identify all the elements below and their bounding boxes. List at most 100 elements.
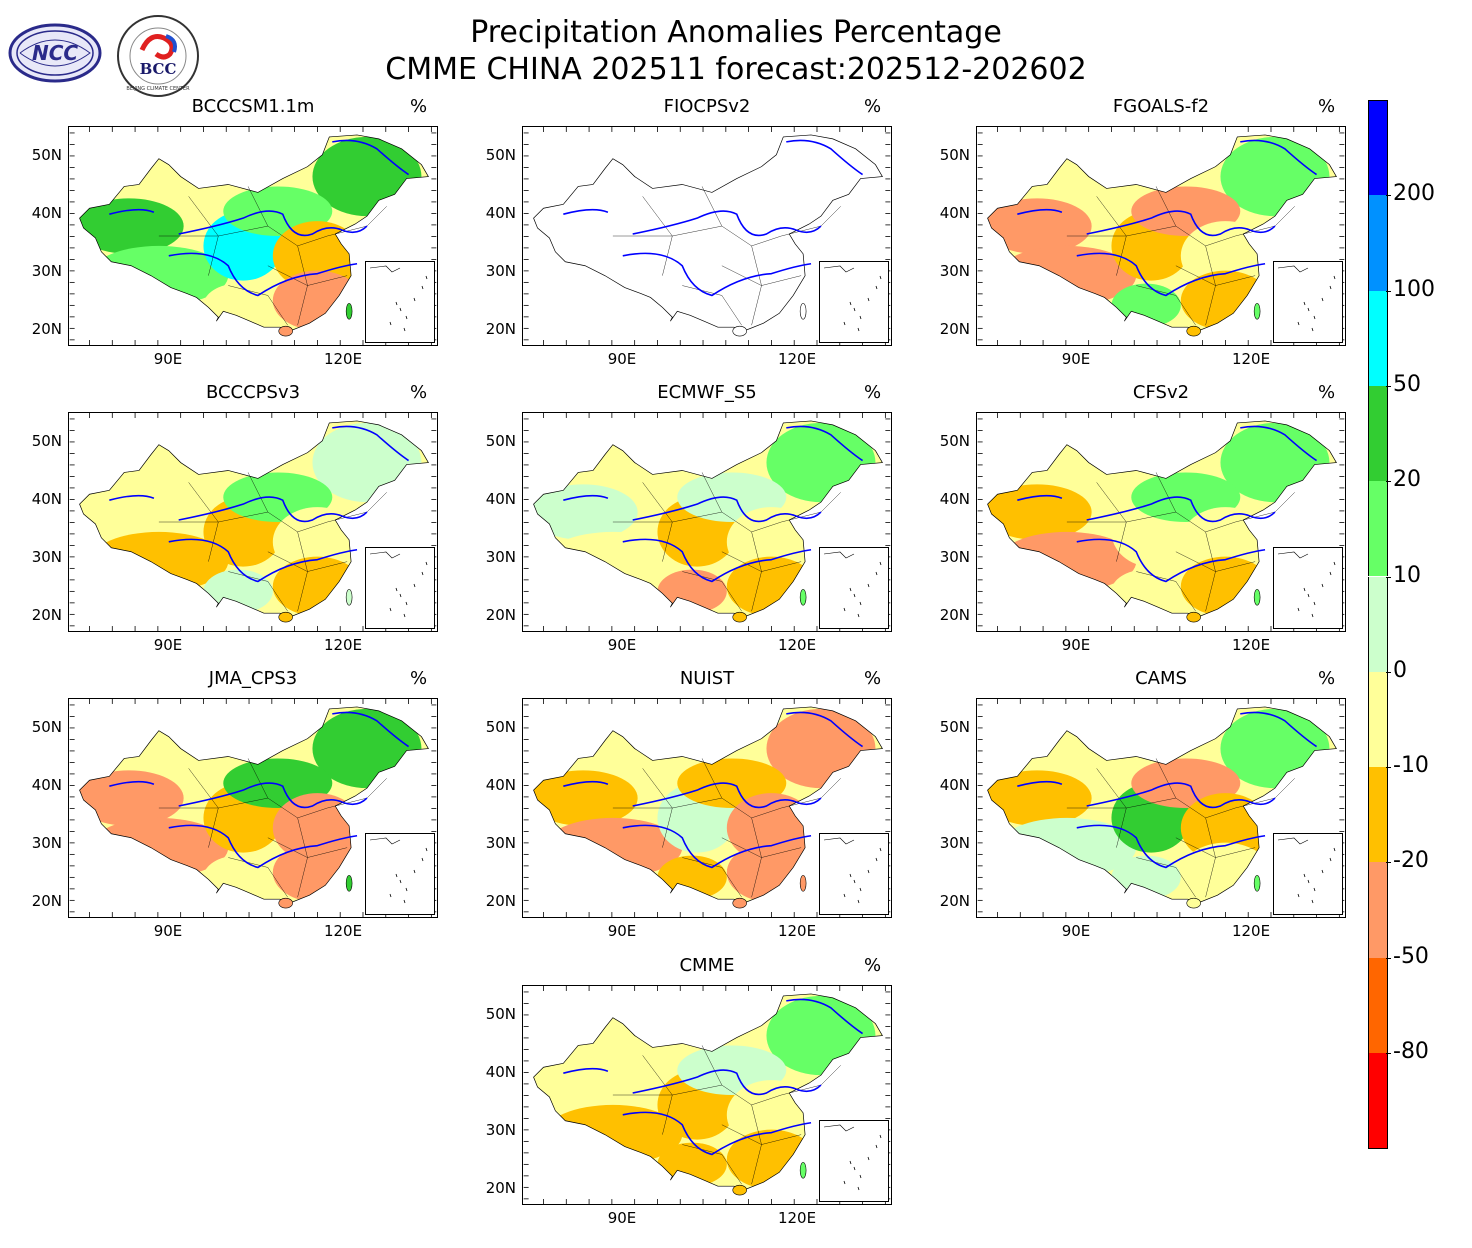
south-china-sea-inset <box>1273 547 1343 629</box>
river-line <box>632 782 822 809</box>
lat-tick-label: 50N <box>485 1005 516 1023</box>
taiwan-island <box>1253 589 1261 606</box>
bcc-logo: BCC BEIJING CLIMATE CENTER <box>116 14 200 98</box>
river-line <box>1240 139 1318 176</box>
river-line <box>622 1111 812 1156</box>
china-map <box>977 699 1345 924</box>
inset-dash <box>421 857 424 862</box>
anomaly-patch <box>1111 855 1181 900</box>
inset-dash <box>421 285 424 290</box>
panel-unit: % <box>410 382 428 403</box>
bcc-logo-ring-text: BEIJING CLIMATE CENTER <box>126 86 190 92</box>
river-line <box>1017 208 1063 215</box>
province-boundary <box>761 275 802 286</box>
inset-dash <box>1321 583 1324 588</box>
inset-coast <box>1277 265 1309 273</box>
province-boundary <box>672 225 722 237</box>
colorbar-segment <box>1368 957 1388 1053</box>
lat-tick-label: 40N <box>31 204 62 222</box>
inset-dash <box>403 327 406 332</box>
china-map <box>523 127 891 352</box>
inset-dash <box>879 847 882 852</box>
inset-dash <box>853 1166 856 1171</box>
province-boundary <box>297 817 308 898</box>
inset-map <box>369 551 428 618</box>
lon-tick-label: 120E <box>323 350 363 368</box>
hainan-island <box>278 325 293 337</box>
province-boundary <box>721 265 762 286</box>
province-boundary <box>1235 492 1295 523</box>
lon-tick-label: 120E <box>1231 350 1271 368</box>
panel-title: CAMS <box>1135 668 1187 689</box>
river-line <box>1017 494 1063 501</box>
lat-tick-label: 30N <box>485 548 516 566</box>
inset-dash <box>1329 571 1332 576</box>
colorbar-tick <box>1386 290 1391 292</box>
anomaly-patches <box>79 708 422 903</box>
colorbar-segment <box>1368 290 1388 386</box>
inset-dash <box>425 561 428 566</box>
river-line <box>1017 780 1063 787</box>
inset-dash <box>843 1180 846 1185</box>
inset-dash <box>867 583 870 588</box>
inset-dash <box>413 583 416 588</box>
inset-dash <box>413 869 416 874</box>
colorbar-label: -50 <box>1393 943 1429 969</box>
inset-dash <box>853 593 856 598</box>
inset-dash <box>389 321 392 326</box>
anomaly-patch <box>987 484 1092 540</box>
colorbar-label: -80 <box>1393 1039 1429 1064</box>
taiwan-island <box>799 875 807 892</box>
colorbar-tick <box>1386 671 1391 673</box>
panel-title: JMA_CPS3 <box>208 668 298 689</box>
inset-dash <box>1313 315 1316 320</box>
colorbar-label: -10 <box>1393 753 1429 779</box>
south-china-sea-inset <box>1273 833 1343 915</box>
inset-dash <box>853 879 856 884</box>
river-line <box>563 780 609 787</box>
panel-title: FIOCPSv2 <box>663 96 751 117</box>
colorbar-tick <box>1386 862 1391 864</box>
panel-unit: % <box>864 955 882 976</box>
china-map <box>69 413 437 638</box>
inset-dash <box>395 301 398 306</box>
inset-dash <box>849 301 852 306</box>
south-china-sea-inset <box>819 547 889 629</box>
inset-dash <box>1321 297 1324 302</box>
lon-tick-label: 90E <box>1061 636 1091 654</box>
river-line <box>178 782 368 809</box>
province-boundary <box>721 1124 762 1145</box>
panel-title: CFSv2 <box>1132 382 1190 403</box>
panel-title: BCCCSM1.1m <box>191 96 315 117</box>
river-line <box>332 139 410 176</box>
south-china-sea-inset <box>1273 261 1343 343</box>
south-china-sea-inset <box>365 547 435 629</box>
colorbar-segment <box>1368 1053 1388 1150</box>
province-boundary <box>682 571 742 612</box>
panel-title: FGOALS-f2 <box>1112 96 1210 117</box>
province-boundary <box>1155 186 1236 247</box>
colorbar-segment <box>1368 671 1388 768</box>
province-boundary <box>761 561 802 572</box>
panel-unit: % <box>1318 668 1336 689</box>
bcc-logo-text: BCC <box>140 60 177 78</box>
lat-tick-label: 50N <box>485 718 516 736</box>
anomaly-patches <box>533 422 876 617</box>
map-frame <box>522 698 892 924</box>
river-line <box>109 208 155 215</box>
anomaly-patch <box>533 770 638 826</box>
colorbar-tick <box>1386 957 1391 959</box>
inset-dash <box>1321 869 1324 874</box>
map-frame <box>68 412 438 638</box>
south-china-sea-inset <box>819 261 889 343</box>
china-map <box>69 699 437 924</box>
china-map <box>523 986 891 1211</box>
hainan-island <box>732 897 747 909</box>
lat-tick-label: 40N <box>939 776 970 794</box>
province-boundary <box>761 1134 802 1145</box>
lat-tick-label: 20N <box>939 892 970 910</box>
anomaly-patch <box>79 198 184 254</box>
river-line <box>1076 538 1266 583</box>
lat-tick-label: 50N <box>31 146 62 164</box>
inset-dash <box>843 893 846 898</box>
